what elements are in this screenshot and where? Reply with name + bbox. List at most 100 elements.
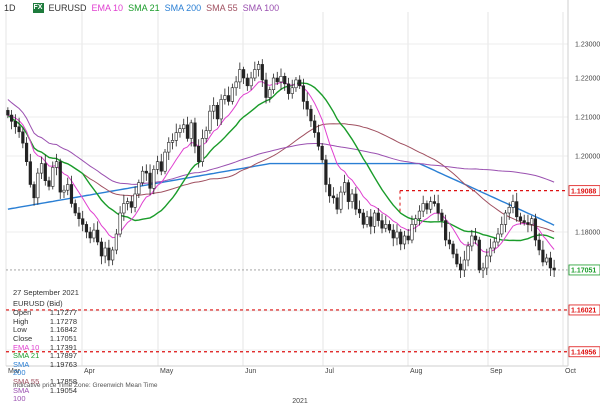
candle-body (230, 87, 234, 102)
candle-body (357, 208, 362, 214)
candle-body (155, 161, 160, 170)
candle-body (96, 229, 100, 243)
x-tick-label: Aug (410, 368, 423, 375)
candle-body (36, 172, 40, 199)
candle-body (350, 193, 354, 202)
candle-body (500, 224, 504, 235)
price-tags: 1.19088 1.17051 1.16021 1.14956 (568, 185, 600, 358)
candle-body (54, 161, 59, 168)
candle-body (421, 203, 425, 212)
candle-body (62, 189, 66, 193)
footer-note: Indicative price Time Zone: Greenwich Me… (13, 382, 158, 389)
ohlc-label: Low (13, 325, 27, 335)
ohlc-label: High (13, 316, 29, 326)
candle-body (372, 212, 377, 227)
x-tick-label: Apr (84, 368, 96, 375)
candle-body (137, 182, 141, 195)
y-tick-label: 1.22000 (575, 76, 600, 83)
y-tick-label: 1.23000 (575, 42, 600, 49)
candle-body (92, 229, 96, 239)
candle-body (58, 161, 62, 193)
candle-body (170, 140, 175, 143)
candle-body (133, 193, 137, 208)
candle-body (264, 79, 268, 98)
candle-body (301, 85, 306, 102)
price-tag-box (568, 185, 600, 197)
price-tag-label: 1.19088 (571, 188, 596, 195)
ohlc-rows: Open 1.17277 High 1.17278 Low 1.16842 Close 1.1… (13, 309, 79, 404)
candle-body (324, 159, 328, 185)
candle-body (447, 239, 451, 245)
candle-body (174, 132, 178, 141)
candle-body (10, 114, 14, 122)
candle-body (503, 212, 508, 225)
candle-body (152, 169, 156, 189)
candle-body (485, 255, 489, 269)
candle-body (462, 259, 466, 271)
candle-body (208, 110, 212, 131)
candle-body (343, 182, 347, 193)
candle-body (219, 99, 223, 120)
candle-body (204, 130, 208, 139)
candle-body (107, 247, 111, 261)
ohlc-label: SMA 100 (13, 385, 29, 404)
candle-body (103, 247, 107, 257)
legend-indicator[interactable]: SMA 200 (164, 3, 202, 13)
candle-body (492, 241, 496, 249)
ohlc-label: SMA 21 (13, 351, 40, 361)
candle-body (511, 201, 515, 208)
candle-body (466, 245, 470, 261)
candle-body (365, 216, 369, 225)
candle-body (522, 220, 526, 223)
legend-indicator[interactable]: SMA 100 (242, 3, 280, 13)
candle-body (182, 124, 186, 130)
candle-body (399, 231, 403, 245)
timeframe-label[interactable]: 1D (4, 3, 16, 13)
candle-body (376, 212, 380, 221)
legend-indicator[interactable]: SMA 21 (128, 3, 160, 13)
candle-body (361, 212, 365, 225)
candle-body (298, 79, 302, 87)
candle-body (335, 197, 339, 210)
candle-body (391, 229, 395, 239)
candle-body (84, 224, 89, 233)
legend-indicator[interactable]: SMA 55 (206, 3, 238, 13)
candle-body (354, 193, 358, 210)
candle-body (552, 267, 556, 271)
ohlc-value: 1.16842 (49, 325, 77, 335)
x-tick-label: Jul (325, 368, 334, 375)
candle-body (455, 253, 459, 265)
ohlc-row: SMA 200 1.19763 (13, 360, 79, 378)
candle-body (328, 184, 332, 197)
candle-body (339, 191, 343, 210)
candle-body (488, 247, 493, 257)
candle-body (24, 142, 29, 163)
candle-body (167, 142, 171, 153)
candle-body (346, 182, 350, 202)
ohlc-symbol: EURUSD (Bid) (13, 298, 63, 308)
sma-55-line (7, 114, 555, 233)
price-tag-label: 1.17051 (571, 268, 596, 275)
horizontal-levels (6, 190, 568, 353)
ohlc-row: High 1.17278 (13, 316, 79, 327)
ohlc-panel: 27 September 2021 EURUSD (Bid) Open 1.172… (13, 288, 79, 404)
y-tick-label: 1.18000 (575, 230, 600, 237)
x-tick-label: Mar (8, 368, 21, 375)
candle-body (331, 195, 335, 199)
candle-body (32, 184, 36, 199)
legend-indicator[interactable]: EMA 10 (91, 3, 124, 13)
candle-body (185, 124, 190, 139)
candle-body (249, 77, 253, 87)
candle-body (384, 224, 388, 229)
ohlc-value: 1.19054 (49, 385, 77, 395)
symbol-label[interactable]: EURUSD (48, 3, 87, 13)
chart-legend: 1D FX EURUSD EMA 10 SMA 21 SMA 200 SMA 55 SM… (4, 3, 279, 13)
price-tag-label: 1.14956 (571, 349, 596, 356)
candle-body (189, 122, 193, 139)
candle-body (111, 249, 115, 261)
ohlc-label: SMA 55 (13, 376, 40, 386)
candle-body (425, 203, 429, 210)
candle-body (406, 235, 410, 241)
candle-body (402, 235, 407, 245)
